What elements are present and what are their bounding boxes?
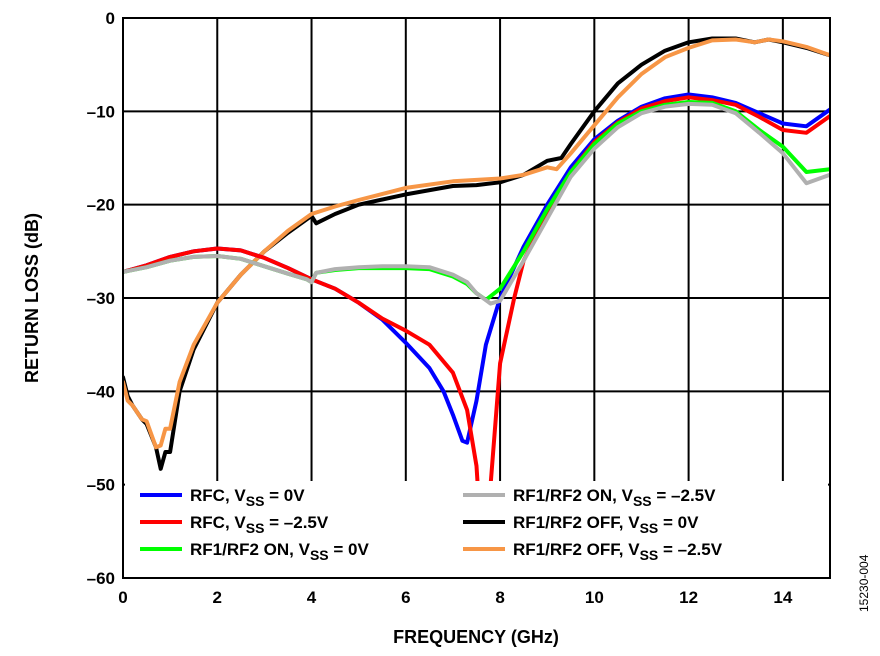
legend-label: RF1/RF2 ON, VSS = –2.5V xyxy=(513,486,716,509)
legend-label: RF1/RF2 ON, VSS = 0V xyxy=(190,540,369,563)
series-line xyxy=(123,36,830,471)
x-tick-label: 4 xyxy=(307,588,317,607)
series-line xyxy=(123,95,830,543)
x-tick-label: 14 xyxy=(773,588,792,607)
legend-label: RFC, VSS = –2.5V xyxy=(190,513,329,536)
y-tick-label: –20 xyxy=(87,196,115,215)
y-tick-label: –50 xyxy=(87,476,115,495)
series-line xyxy=(123,100,830,302)
legend-label: RFC, VSS = 0V xyxy=(190,486,305,509)
figure-id: 15230-004 xyxy=(857,554,871,612)
y-tick-label: –30 xyxy=(87,289,115,308)
x-tick-label: 6 xyxy=(401,588,410,607)
x-tick-label: 2 xyxy=(213,588,222,607)
legend-label: RF1/RF2 OFF, VSS = 0V xyxy=(513,513,699,536)
series-lines xyxy=(123,36,830,543)
legend: RFC, VSS = 0V RFC, VSS = –2.5V RF1/RF2 ON,… xyxy=(125,481,828,577)
series-line xyxy=(123,37,830,450)
x-tick-label: 0 xyxy=(118,588,127,607)
series-line xyxy=(123,101,830,306)
x-tick-label: 12 xyxy=(679,588,698,607)
tick-labels: 0 2 4 6 8 10 12 14 0 –10 –20 –30 –40 –50 –60 xyxy=(87,9,793,607)
y-tick-label: –60 xyxy=(87,569,115,588)
plot-frame xyxy=(122,17,831,579)
x-axis-label: FREQUENCY (GHz) xyxy=(393,627,559,647)
y-tick-label: –40 xyxy=(87,382,115,401)
y-axis-label: RETURN LOSS (dB) xyxy=(22,213,42,383)
legend-label: RF1/RF2 OFF, VSS = –2.5V xyxy=(513,540,723,563)
y-tick-label: 0 xyxy=(106,9,115,28)
y-tick-label: –10 xyxy=(87,102,115,121)
x-tick-label: 10 xyxy=(585,588,604,607)
x-tick-label: 8 xyxy=(495,588,504,607)
